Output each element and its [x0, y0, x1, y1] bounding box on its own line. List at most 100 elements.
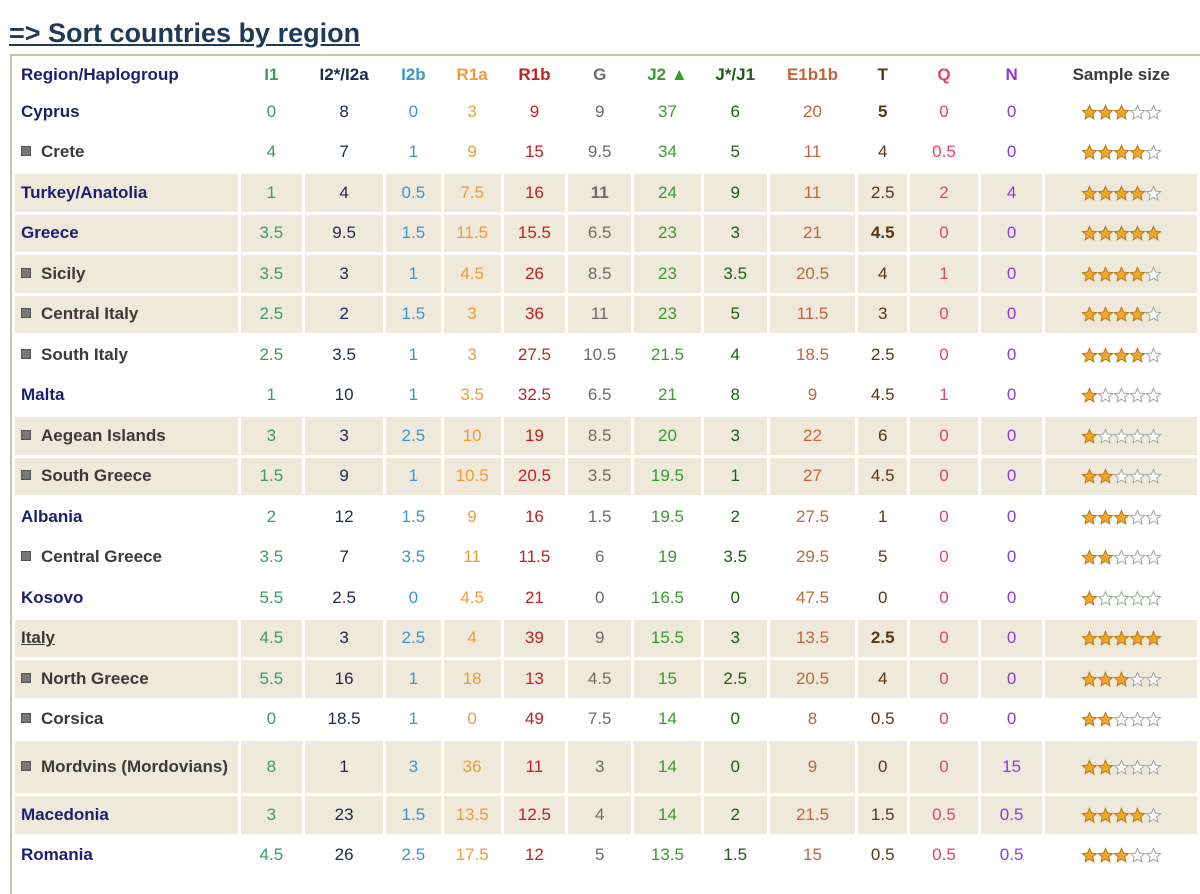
star-filled-icon: [1097, 306, 1115, 323]
value-e1b1b: 9: [769, 741, 856, 796]
value-j-j1: 2: [703, 498, 767, 539]
star-empty-icon: [1145, 589, 1163, 606]
value-r1b: 27.5: [503, 336, 566, 377]
sample-size-rating: [1081, 468, 1163, 485]
star-filled-icon: [1081, 306, 1099, 323]
value-i2b: 1.5: [385, 796, 441, 837]
star-filled-icon: [1097, 711, 1115, 728]
value-j-j1: 3: [703, 619, 767, 660]
column-header-e1b1b[interactable]: E1b1b: [786, 64, 838, 84]
expand-box-icon[interactable]: [21, 348, 31, 359]
value-q: 2: [910, 174, 978, 215]
expand-box-icon[interactable]: [21, 713, 31, 724]
table-row: South Italy 2.5 3.5 1 3 27.5 10.5 21.5 4 18.5 2.5 0…: [15, 336, 1197, 377]
star-empty-icon: [1145, 759, 1163, 775]
value-i1: 3.5: [240, 255, 303, 296]
value-j-j1: 9: [703, 174, 767, 215]
star-filled-icon: [1097, 144, 1115, 161]
value-i2b: 1: [385, 255, 441, 296]
star-empty-icon: [1129, 711, 1147, 728]
value-n: 0: [980, 701, 1043, 741]
column-header-i2-i2a[interactable]: I2*/I2a: [319, 64, 369, 84]
region-name: Mordvins (Mordovians): [41, 757, 229, 776]
expand-box-icon[interactable]: [21, 470, 31, 481]
value-r1a: 4.5: [443, 255, 501, 296]
column-header-i1[interactable]: I1: [264, 64, 279, 84]
star-empty-icon: [1129, 589, 1147, 606]
expand-box-icon[interactable]: [21, 267, 31, 278]
region-cell: Kosovo: [15, 579, 238, 620]
star-empty-icon: [1145, 508, 1163, 525]
value-j-j1: 3.5: [703, 255, 767, 296]
value-j2: 37: [634, 93, 701, 134]
sample-size-cell: [1045, 255, 1197, 296]
star-filled-icon: [1129, 346, 1147, 363]
star-filled-icon: [1097, 265, 1115, 282]
star-empty-icon: [1129, 468, 1147, 485]
column-header-r1b[interactable]: R1b: [518, 64, 551, 84]
value-i1: 3: [240, 417, 303, 458]
value-i1: 1.5: [240, 457, 303, 498]
value-n: 0.5: [980, 796, 1043, 837]
star-empty-icon: [1145, 144, 1163, 161]
star-filled-icon: [1081, 806, 1099, 823]
column-header-r1a[interactable]: R1a: [456, 64, 488, 84]
region-cell: Central Italy: [15, 295, 238, 336]
value-i2b: 3.5: [385, 539, 441, 579]
value-i1: 4.5: [240, 837, 303, 877]
expand-box-icon[interactable]: [21, 551, 31, 562]
value-i2b: 1: [385, 336, 441, 377]
value-j2: 14: [634, 741, 701, 796]
value-g: 8.5: [568, 255, 632, 296]
star-empty-icon: [1113, 549, 1131, 566]
sample-size-rating: [1081, 184, 1163, 202]
value-r1b: 26: [503, 255, 566, 296]
value-n: 0: [980, 660, 1043, 701]
region-cell: Aegean Islands: [15, 417, 238, 458]
value-g: 9.5: [568, 134, 632, 174]
column-header-j-j1[interactable]: J*/J1: [715, 64, 756, 84]
region-link[interactable]: Italy: [21, 628, 56, 648]
sample-size-rating: [1081, 508, 1163, 526]
sample-size-rating: [1081, 144, 1163, 161]
value-g: 3.5: [568, 457, 632, 498]
expand-box-icon[interactable]: [21, 761, 31, 771]
value-e1b1b: 11: [769, 134, 856, 174]
expand-box-icon[interactable]: [21, 146, 31, 157]
value-i2b: 1: [385, 701, 441, 741]
expand-box-icon[interactable]: [21, 429, 31, 440]
table-row: North Greece 5.5 16 1 18 13 4.5 15 2.5 20.5 4 0 0: [15, 660, 1197, 701]
column-header-g[interactable]: G: [593, 64, 607, 84]
value-e1b1b: 9: [769, 377, 856, 417]
value-t: 2.5: [858, 619, 908, 660]
value-q: 0: [910, 619, 978, 660]
value-i2b: 0: [385, 579, 441, 620]
table-row: Kosovo 5.5 2.5 0 4.5 21 0 16.5 0 47.5 0 0 0: [15, 579, 1197, 620]
sample-size-rating: [1081, 427, 1163, 445]
star-empty-icon: [1145, 427, 1163, 444]
sample-size-rating: [1081, 306, 1163, 323]
column-header-t[interactable]: T: [877, 64, 888, 84]
value-q: 0: [910, 741, 978, 796]
table-row: Malta 1 10 1 3.5 32.5 6.5 21 8 9 4.5 1 0: [15, 377, 1197, 417]
sample-size-rating: [1081, 630, 1163, 647]
column-header-i2b[interactable]: I2b: [401, 64, 426, 84]
value-r1b: 20.5: [503, 457, 566, 498]
column-header-n[interactable]: N: [1005, 64, 1018, 84]
sample-size-cell: [1045, 741, 1197, 796]
expand-box-icon[interactable]: [21, 308, 31, 319]
region-name: Malta: [21, 385, 65, 405]
sort-by-region-link[interactable]: => Sort countries by region: [9, 18, 361, 48]
column-header-j2[interactable]: J2 ▲: [647, 64, 688, 84]
sample-size-cell: [1045, 619, 1197, 660]
column-header-q[interactable]: Q: [937, 64, 951, 84]
region-cell: North Greece: [15, 660, 238, 701]
sample-size-rating: [1081, 759, 1163, 776]
value-n: 0: [980, 417, 1043, 458]
column-header-region[interactable]: Region/Haplogroup: [21, 64, 179, 84]
value-r1a: 10: [443, 417, 501, 458]
value-j-j1: 1.5: [703, 837, 767, 877]
region-name: Corsica: [41, 709, 104, 729]
column-header-sample-size[interactable]: Sample size: [1072, 64, 1170, 84]
expand-box-icon[interactable]: [21, 672, 31, 683]
